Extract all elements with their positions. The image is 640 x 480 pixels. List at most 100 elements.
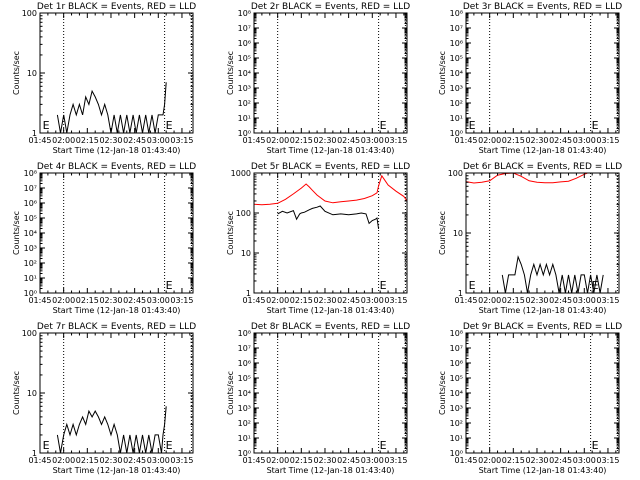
y-tick-label: 10³ [450, 84, 463, 93]
y-tick-label: 10⁸ [450, 9, 463, 18]
plot-frame [39, 172, 194, 294]
y-tick-label: 10⁷ [450, 344, 463, 353]
x-tick-label: 02:15 [76, 296, 99, 305]
x-tick-label: 02:30 [99, 136, 122, 145]
y-tick-label: 10¹ [238, 114, 251, 123]
y-axis-label: Counts/sec [12, 211, 21, 255]
y-tick-label: 10⁴ [238, 389, 251, 398]
x-tick-label: 02:45 [123, 136, 146, 145]
x-tick-label: 02:30 [99, 296, 122, 305]
event-marker-label: E [592, 279, 599, 292]
x-tick-label: 03:15 [170, 136, 193, 145]
x-tick-label: 02:30 [525, 456, 548, 465]
y-tick-label: 10¹ [238, 434, 251, 443]
x-tick-label: 02:45 [123, 296, 146, 305]
plot-frame [465, 172, 620, 294]
plot-frame [39, 332, 194, 454]
x-tick-label: 03:15 [384, 296, 407, 305]
y-tick-label: 10⁸ [450, 329, 463, 338]
panel-det-2r: Det 2r BLACK = Events, RED = LLD 10⁰ 10¹ 10… [226, 2, 410, 155]
panel-title: Det 7r BLACK = Events, RED = LLD [37, 322, 196, 332]
y-tick-label: 10¹ [450, 434, 463, 443]
x-tick-label: 02:00 [266, 456, 289, 465]
y-tick-label: 10⁰ [450, 449, 463, 458]
y-tick-label: 10² [24, 259, 37, 268]
y-tick-label: 10⁷ [450, 24, 463, 33]
x-tick-label: 01:45 [454, 456, 477, 465]
y-axis-label: Counts/sec [226, 371, 235, 415]
x-tick-label: 02:30 [525, 296, 548, 305]
event-marker-label: E [592, 119, 599, 132]
y-tick-label: 10⁵ [238, 54, 251, 63]
y-tick-label: 10² [450, 99, 463, 108]
x-tick-label: 03:00 [573, 456, 596, 465]
plot-frame [465, 12, 620, 134]
x-tick-label: 02:15 [502, 296, 525, 305]
x-tick-label: 02:00 [52, 136, 75, 145]
x-tick-label: 03:00 [573, 296, 596, 305]
x-axis-label: Start Time (12-Jan-18 01:43:40) [267, 146, 395, 155]
event-marker-label: E [166, 279, 173, 292]
x-axis-label: Start Time (12-Jan-18 01:43:40) [53, 466, 181, 475]
panel-det-4r: Det 4r BLACK = Events, RED = LLD 10⁰ 10¹ 10… [12, 162, 196, 315]
x-tick-label: 02:00 [478, 456, 501, 465]
x-tick-label: 02:45 [337, 456, 360, 465]
panel-det-6r: Det 6r BLACK = Events, RED = LLD 1 10 100 01… [438, 162, 622, 315]
panel-title: Det 5r BLACK = Events, RED = LLD [251, 162, 410, 172]
x-tick-label: 01:45 [454, 136, 477, 145]
y-tick-label: 1 [32, 449, 37, 458]
x-tick-label: 02:30 [313, 136, 336, 145]
panel-title: Det 1r BLACK = Events, RED = LLD [37, 2, 196, 12]
y-tick-label: 10³ [24, 244, 37, 253]
y-tick-label: 10³ [238, 404, 251, 413]
event-marker-label: E [43, 119, 50, 132]
y-tick-label: 10² [238, 99, 251, 108]
event-marker-label: E [469, 119, 476, 132]
y-tick-label: 10⁴ [24, 229, 37, 238]
y-tick-label: 10³ [450, 404, 463, 413]
x-tick-label: 02:45 [337, 296, 360, 305]
y-tick-label: 100 [448, 169, 463, 178]
x-tick-label: 02:00 [266, 136, 289, 145]
panel-det-7r: Det 7r BLACK = Events, RED = LLD 1 10 100 01… [12, 322, 196, 475]
y-tick-label: 100 [22, 329, 37, 338]
x-tick-label: 02:30 [525, 136, 548, 145]
y-tick-label: 10⁰ [450, 129, 463, 138]
y-tick-label: 1 [32, 129, 37, 138]
event-marker-label: E [43, 439, 50, 452]
x-tick-label: 02:30 [99, 456, 122, 465]
panel-title: Det 4r BLACK = Events, RED = LLD [37, 162, 196, 172]
x-tick-label: 02:00 [478, 136, 501, 145]
panel-title: Det 6r BLACK = Events, RED = LLD [463, 162, 622, 172]
y-tick-label: 10² [450, 419, 463, 428]
y-tick-label: 10⁷ [238, 24, 251, 33]
x-tick-label: 02:45 [549, 136, 572, 145]
y-tick-label: 10⁸ [238, 9, 251, 18]
y-tick-label: 10⁴ [450, 389, 463, 398]
event-marker-label: E [380, 119, 387, 132]
plot-frame [253, 332, 408, 454]
event-marker-label: E [380, 279, 387, 292]
plot-frame [253, 12, 408, 134]
x-tick-label: 02:15 [290, 136, 313, 145]
x-tick-label: 01:45 [28, 296, 51, 305]
panel-det-9r: Det 9r BLACK = Events, RED = LLD 10⁰ 10¹ 10… [438, 322, 622, 475]
y-tick-label: 10⁶ [450, 359, 463, 368]
x-tick-label: 02:00 [52, 456, 75, 465]
y-tick-label: 10⁷ [238, 344, 251, 353]
x-tick-label: 01:45 [242, 136, 265, 145]
x-tick-label: 03:15 [596, 456, 619, 465]
x-tick-label: 03:15 [596, 136, 619, 145]
x-tick-label: 02:00 [478, 296, 501, 305]
x-tick-label: 03:00 [573, 136, 596, 145]
event-marker-label: E [166, 439, 173, 452]
events-series [56, 82, 167, 134]
panel-det-1r: Det 1r BLACK = Events, RED = LLD 1 10 100 01… [12, 2, 196, 155]
x-axis-label: Start Time (12-Jan-18 01:43:40) [479, 146, 607, 155]
x-tick-label: 03:15 [384, 456, 407, 465]
x-axis-label: Start Time (12-Jan-18 01:43:40) [479, 466, 607, 475]
x-tick-label: 03:15 [384, 136, 407, 145]
y-tick-label: 10⁴ [450, 69, 463, 78]
y-tick-label: 10⁶ [450, 39, 463, 48]
